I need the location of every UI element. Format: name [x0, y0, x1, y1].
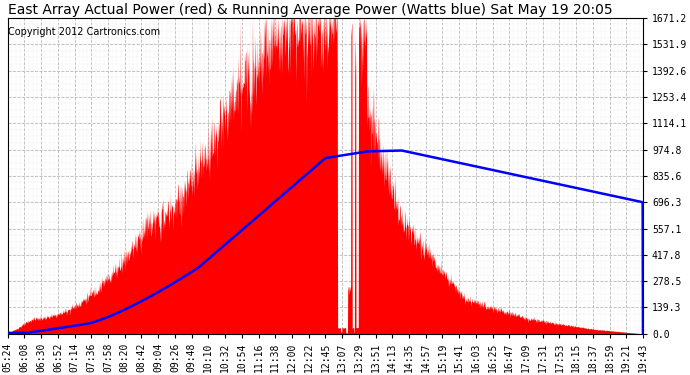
- Text: East Array Actual Power (red) & Running Average Power (Watts blue) Sat May 19 20: East Array Actual Power (red) & Running …: [8, 3, 613, 17]
- Text: Copyright 2012 Cartronics.com: Copyright 2012 Cartronics.com: [8, 27, 161, 38]
